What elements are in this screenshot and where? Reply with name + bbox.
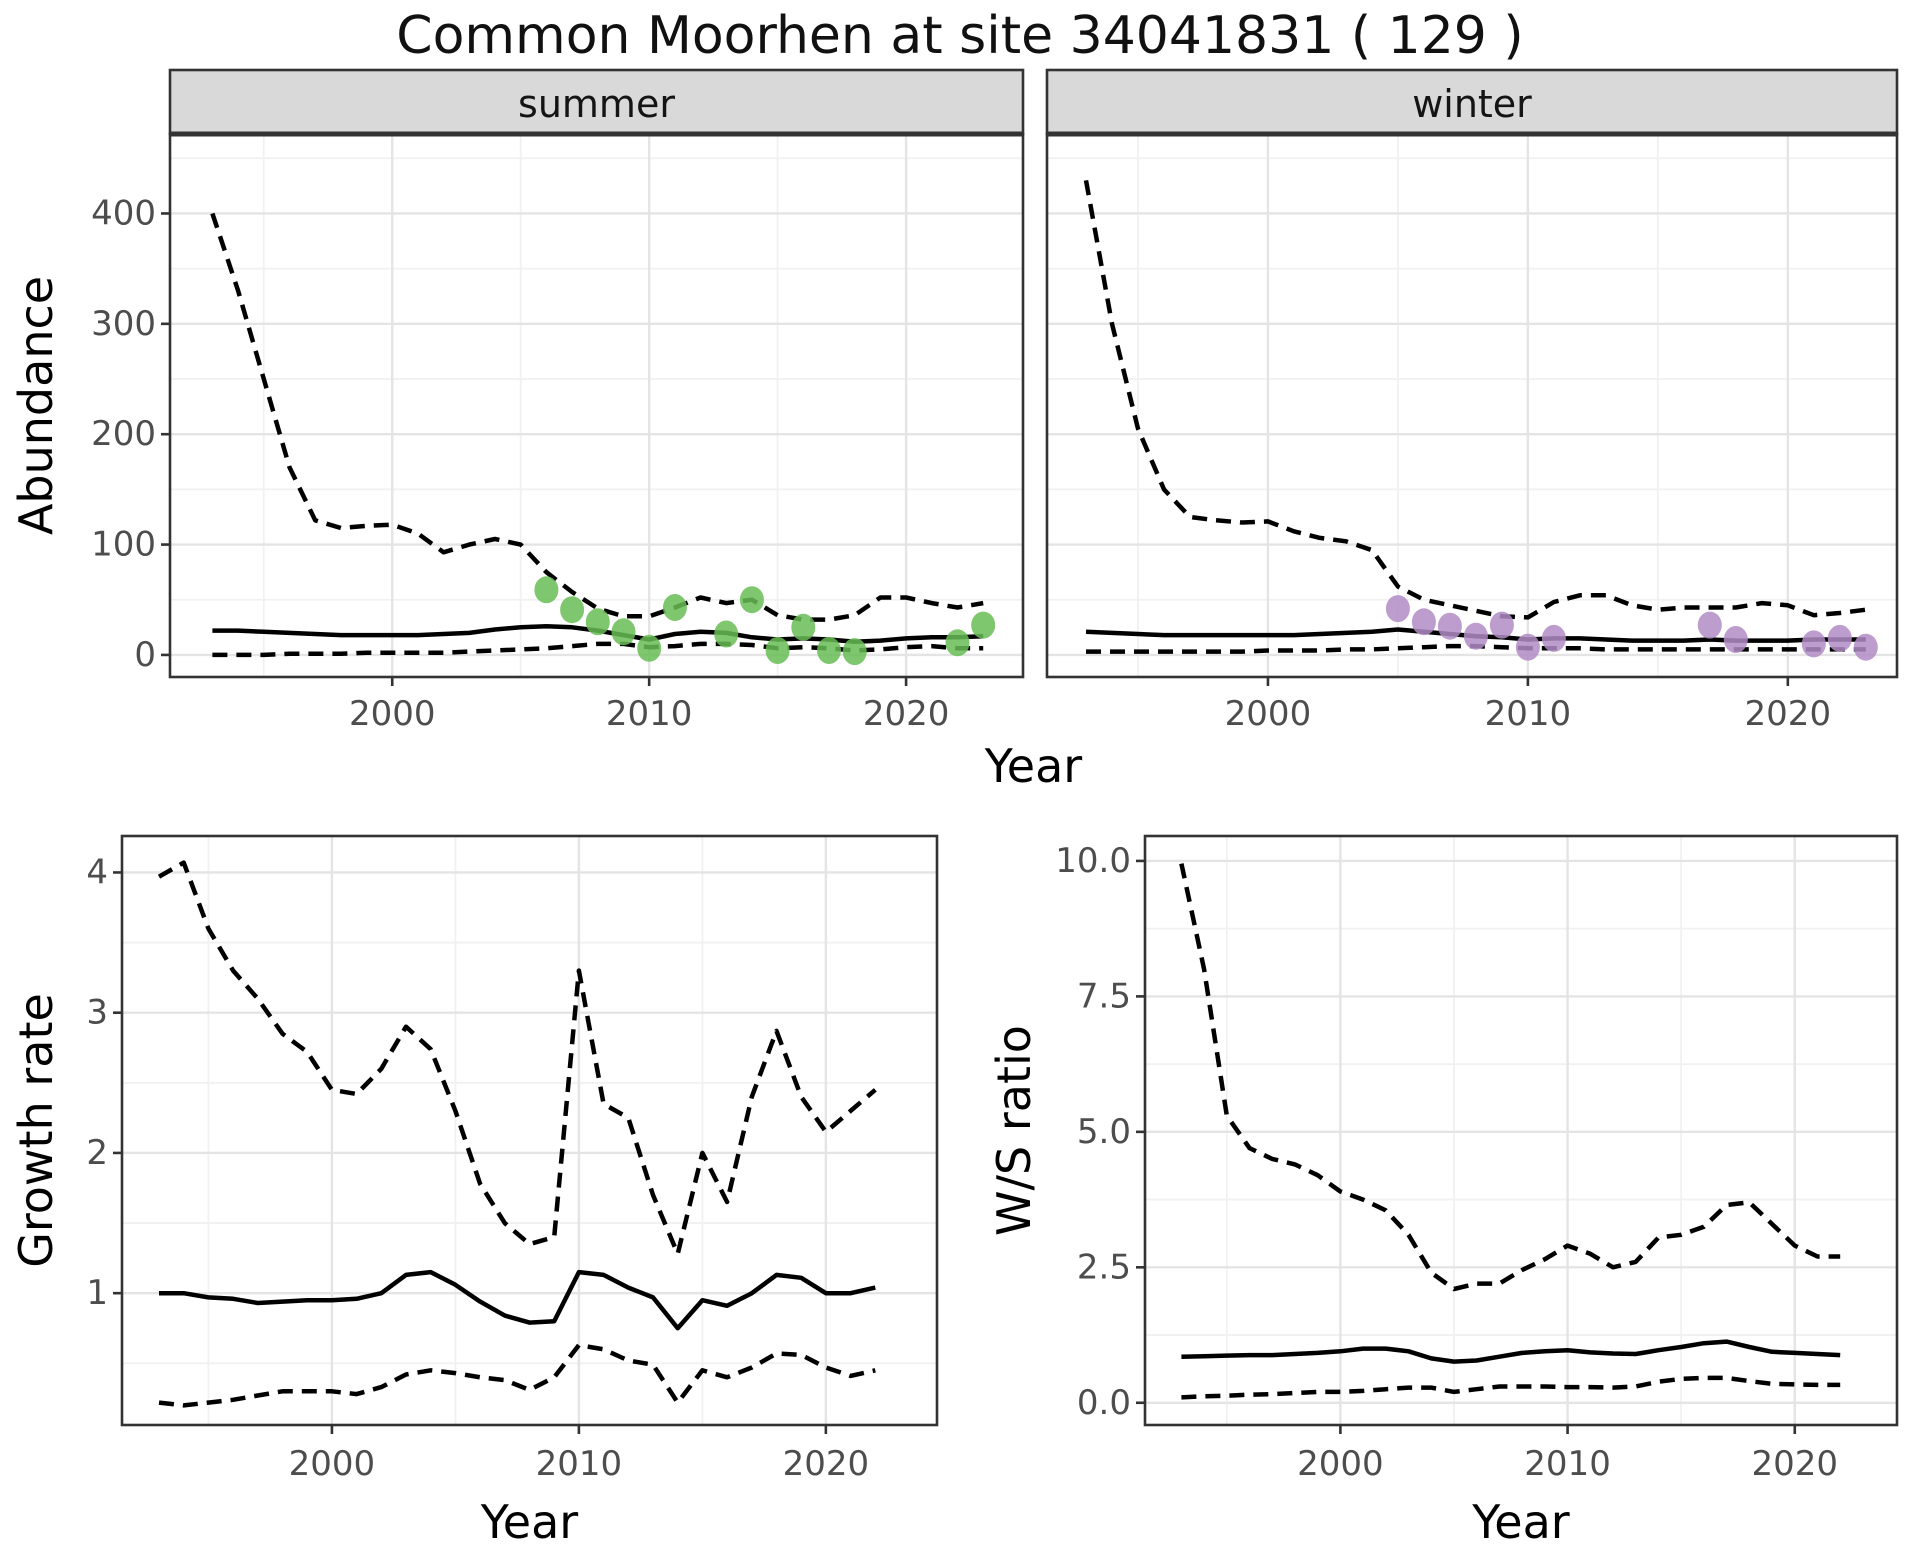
y-tick-label: 0.0 xyxy=(1077,1383,1131,1423)
panel-border xyxy=(1045,132,1899,679)
observed-winter-point xyxy=(1697,611,1722,639)
median-line xyxy=(159,1269,876,1331)
y-tick-label: 400 xyxy=(91,193,156,233)
observed-winter-point xyxy=(1411,608,1436,636)
lower_95ci-line xyxy=(1181,1375,1841,1400)
observed-summer-point xyxy=(817,637,841,664)
x-tick-label: 2010 xyxy=(606,694,693,734)
observed-summer-point xyxy=(791,613,816,641)
facet-strip xyxy=(1045,68,1899,136)
panel-border xyxy=(120,834,939,1427)
y-tick-label: 2 xyxy=(86,1133,108,1173)
y-axis-title: W/S ratio xyxy=(987,1025,1041,1236)
upper_95ci-line xyxy=(210,212,984,622)
observed-winter-point xyxy=(1801,630,1826,658)
chart-title: Common Moorhen at site 34041831 ( 129 ) xyxy=(396,6,1524,66)
x-tick-label: 2010 xyxy=(536,1444,623,1484)
x-tick-label: 2020 xyxy=(1745,694,1832,734)
panel-abundance-winter: winter 2000 2010 2020 xyxy=(1045,68,1899,734)
facet-strip-label: summer xyxy=(518,82,675,126)
y-tick-label: 10.0 xyxy=(1055,841,1131,881)
x-tick-label: 2000 xyxy=(289,1444,376,1484)
observed-winter-point xyxy=(1463,622,1488,650)
observed-summer-point xyxy=(765,637,790,664)
x-tick-label: 2020 xyxy=(863,694,950,734)
observed-summer-point xyxy=(611,618,636,646)
observed-winter-point xyxy=(1853,633,1878,661)
panel-growth-rate: 2000 2010 2020 1 2 3 4 Growth rate Year xyxy=(9,834,939,1549)
y-axis-title: Abundance xyxy=(9,276,63,535)
y-tick-label: 100 xyxy=(91,525,156,565)
observed-summer-point xyxy=(585,608,610,636)
observed-summer-point xyxy=(842,638,867,666)
y-axis-title: Growth rate xyxy=(9,993,63,1268)
upper_95ci-line xyxy=(1083,179,1867,620)
facet-strip xyxy=(168,68,1025,136)
observed-winter-point xyxy=(1723,626,1748,653)
x-tick-label: 2010 xyxy=(1485,694,1572,734)
observed-winter-point xyxy=(1489,611,1514,639)
x-tick-label: 2010 xyxy=(1524,1444,1611,1484)
y-tick-label: 3 xyxy=(86,993,108,1033)
observed-summer-point xyxy=(662,594,687,621)
observed-summer-point xyxy=(714,620,739,648)
x-tick-label: 2000 xyxy=(1297,1444,1384,1484)
x-axis-title: Year xyxy=(1471,1495,1569,1549)
panel-border xyxy=(1143,834,1899,1427)
observed-winter-point xyxy=(1827,624,1852,652)
observed-summer-point xyxy=(971,611,996,639)
x-tick-label: 2000 xyxy=(1225,694,1312,734)
observed-summer-point xyxy=(560,596,585,624)
lower_95ci-line xyxy=(212,641,984,658)
median-line xyxy=(1181,1339,1841,1364)
x-tick-label: 2020 xyxy=(1751,1444,1838,1484)
y-tick-label: 4 xyxy=(86,852,108,892)
panel-border xyxy=(168,132,1025,679)
panel-ws-ratio: 2000 2010 2020 0.0 2.5 5.0 7.5 10.0 W/S ratio Yea… xyxy=(987,834,1899,1549)
y-tick-label: 300 xyxy=(91,304,156,344)
observed-winter-point xyxy=(1385,595,1410,623)
x-axis-title-top: Year xyxy=(984,739,1082,793)
observed-summer-point xyxy=(637,634,662,662)
y-tick-label: 7.5 xyxy=(1077,976,1131,1016)
observed-winter-point xyxy=(1437,612,1462,640)
observed-winter-point xyxy=(1515,633,1540,661)
facet-strip-label: winter xyxy=(1412,82,1532,126)
panel-abundance-summer: summer 2000 2010 2020 0 100 200 300 400 Abundance xyxy=(9,68,1025,734)
x-axis-title: Year xyxy=(480,1495,578,1549)
observed-summer-point xyxy=(534,576,559,604)
y-tick-label: 2.5 xyxy=(1077,1247,1131,1287)
observed-summer-point xyxy=(945,629,970,657)
x-tick-label: 2000 xyxy=(349,694,436,734)
observed-summer-point xyxy=(739,586,764,614)
upper_95ci-line xyxy=(1179,863,1841,1292)
y-tick-label: 1 xyxy=(86,1273,108,1313)
y-tick-label: 0 xyxy=(134,635,156,675)
upper_95ci-line xyxy=(157,860,877,1257)
lower_95ci-line xyxy=(158,1342,876,1408)
observed-winter-point xyxy=(1541,624,1566,652)
x-tick-label: 2020 xyxy=(783,1444,870,1484)
y-tick-label: 200 xyxy=(91,414,156,454)
y-tick-label: 5.0 xyxy=(1077,1112,1131,1152)
